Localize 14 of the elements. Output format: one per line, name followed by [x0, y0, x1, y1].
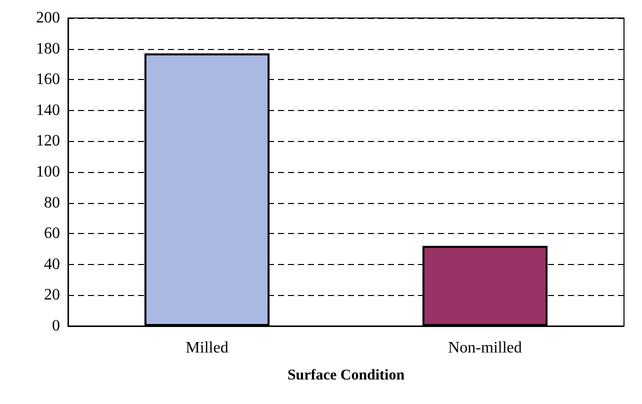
- y-tick-label: 60: [44, 225, 60, 242]
- y-tick-label: 100: [36, 164, 60, 180]
- y-tick-label: 200: [36, 10, 60, 26]
- y-tick-label: 40: [44, 256, 60, 273]
- y-tick-label: 180: [36, 40, 60, 58]
- x-tick-label: Non-milled: [448, 340, 522, 356]
- y-tick-label: 140: [36, 102, 60, 119]
- y-tick-label: 0: [52, 318, 60, 334]
- y-tick-label: 160: [36, 71, 60, 88]
- y-tick-label: 20: [44, 286, 60, 304]
- y-tick-label: 120: [36, 132, 60, 150]
- x-tick-label: Milled: [186, 340, 228, 356]
- y-tick-label: 80: [44, 194, 60, 212]
- x-axis-title: Surface Condition: [287, 368, 406, 384]
